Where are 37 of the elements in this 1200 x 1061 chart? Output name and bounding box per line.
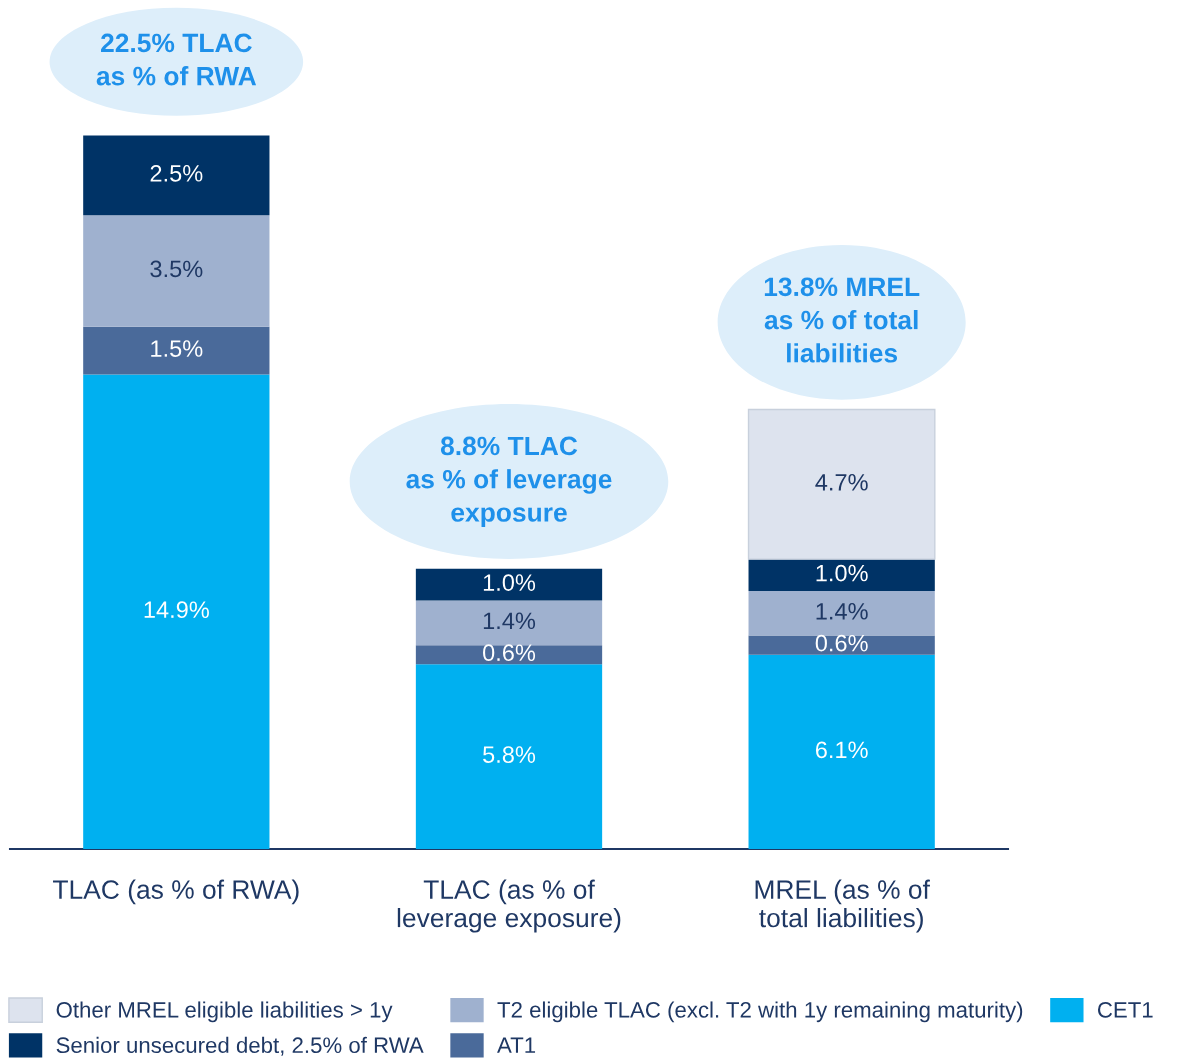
data-label: 2.5% <box>150 164 203 182</box>
data-label: 1.5% <box>151 340 203 357</box>
legend-label: T2 eligible TLAC (excl. T2 with 1y remaining maturity) <box>497 1001 1023 1023</box>
data-label: 1.4% <box>816 603 868 620</box>
legend-label: Senior unsecured debt, 2.5% of RWA <box>56 1036 424 1056</box>
bar <box>415 600 603 646</box>
data-label: 0.6% <box>483 644 536 662</box>
data-label: 14.9% <box>144 601 209 619</box>
bar <box>748 559 935 592</box>
x-tick-label: TLAC (as % of RWA) <box>53 879 299 905</box>
x-tick-label: TLAC (as % of leverage exposure) <box>397 879 621 933</box>
bar <box>415 645 603 665</box>
bar <box>83 374 270 849</box>
bar <box>415 568 603 601</box>
data-label: 0.6% <box>815 634 868 652</box>
legend-label: Other MREL eligible liabilities > 1y <box>56 1001 393 1023</box>
x-tick-label: MREL (as % of total liabilities) <box>755 879 930 933</box>
data-label: 1.4% <box>483 612 536 630</box>
bar <box>748 591 935 636</box>
data-label: 3.5% <box>150 260 203 278</box>
bar <box>83 326 270 375</box>
bar <box>748 635 935 655</box>
bar <box>748 654 935 849</box>
annotation: 8.8% TLAC as % of leverage exposure <box>406 436 612 528</box>
data-label: 1.0% <box>816 564 868 582</box>
data-label: 6.1% <box>815 741 868 759</box>
bar <box>415 664 603 849</box>
bar <box>83 135 270 216</box>
data-label: 5.8% <box>483 746 536 763</box>
data-label: 4.7% <box>815 474 868 491</box>
legend-label: AT1 <box>497 1037 536 1053</box>
bar <box>83 215 270 327</box>
annotation: 13.8% MREL as % of total liabilities <box>764 277 920 363</box>
annotation: 22.5% TLAC as % of RWA <box>96 33 257 86</box>
bar <box>747 408 936 560</box>
legend-label: CET1 <box>1097 1002 1153 1018</box>
data-label: 1.0% <box>483 574 536 591</box>
